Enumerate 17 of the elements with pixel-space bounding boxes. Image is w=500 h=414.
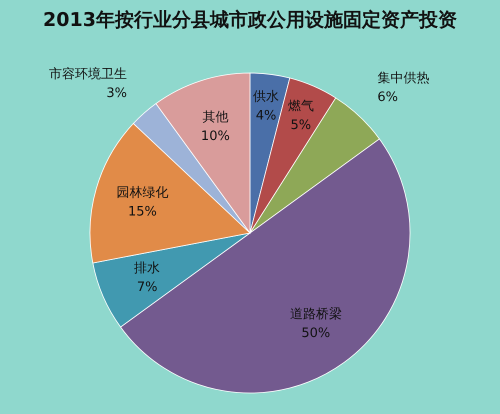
chart-title: 2013年按行业分县城市政公用设施固定资产投资 [43,9,457,31]
slice-label: 市容环境卫生 [48,66,127,82]
slice-label: 供水 [253,90,280,105]
slice-label: 集中供热 [377,70,430,86]
data-label: 10% [200,129,230,144]
data-label: 15% [128,204,157,220]
data-label: 6% [377,90,398,105]
slice-label: 道路桥梁 [290,306,342,322]
slice-label: 其他 [202,110,228,126]
data-label: 3% [106,86,127,102]
data-label: 7% [136,280,158,296]
data-label: 4% [256,108,276,124]
data-label: 50% [301,326,330,342]
slice-label: 园林绿化 [116,185,168,200]
data-label: 5% [290,118,312,134]
slice-label: 燃气 [288,99,314,114]
slice-label: 排水 [134,261,160,276]
